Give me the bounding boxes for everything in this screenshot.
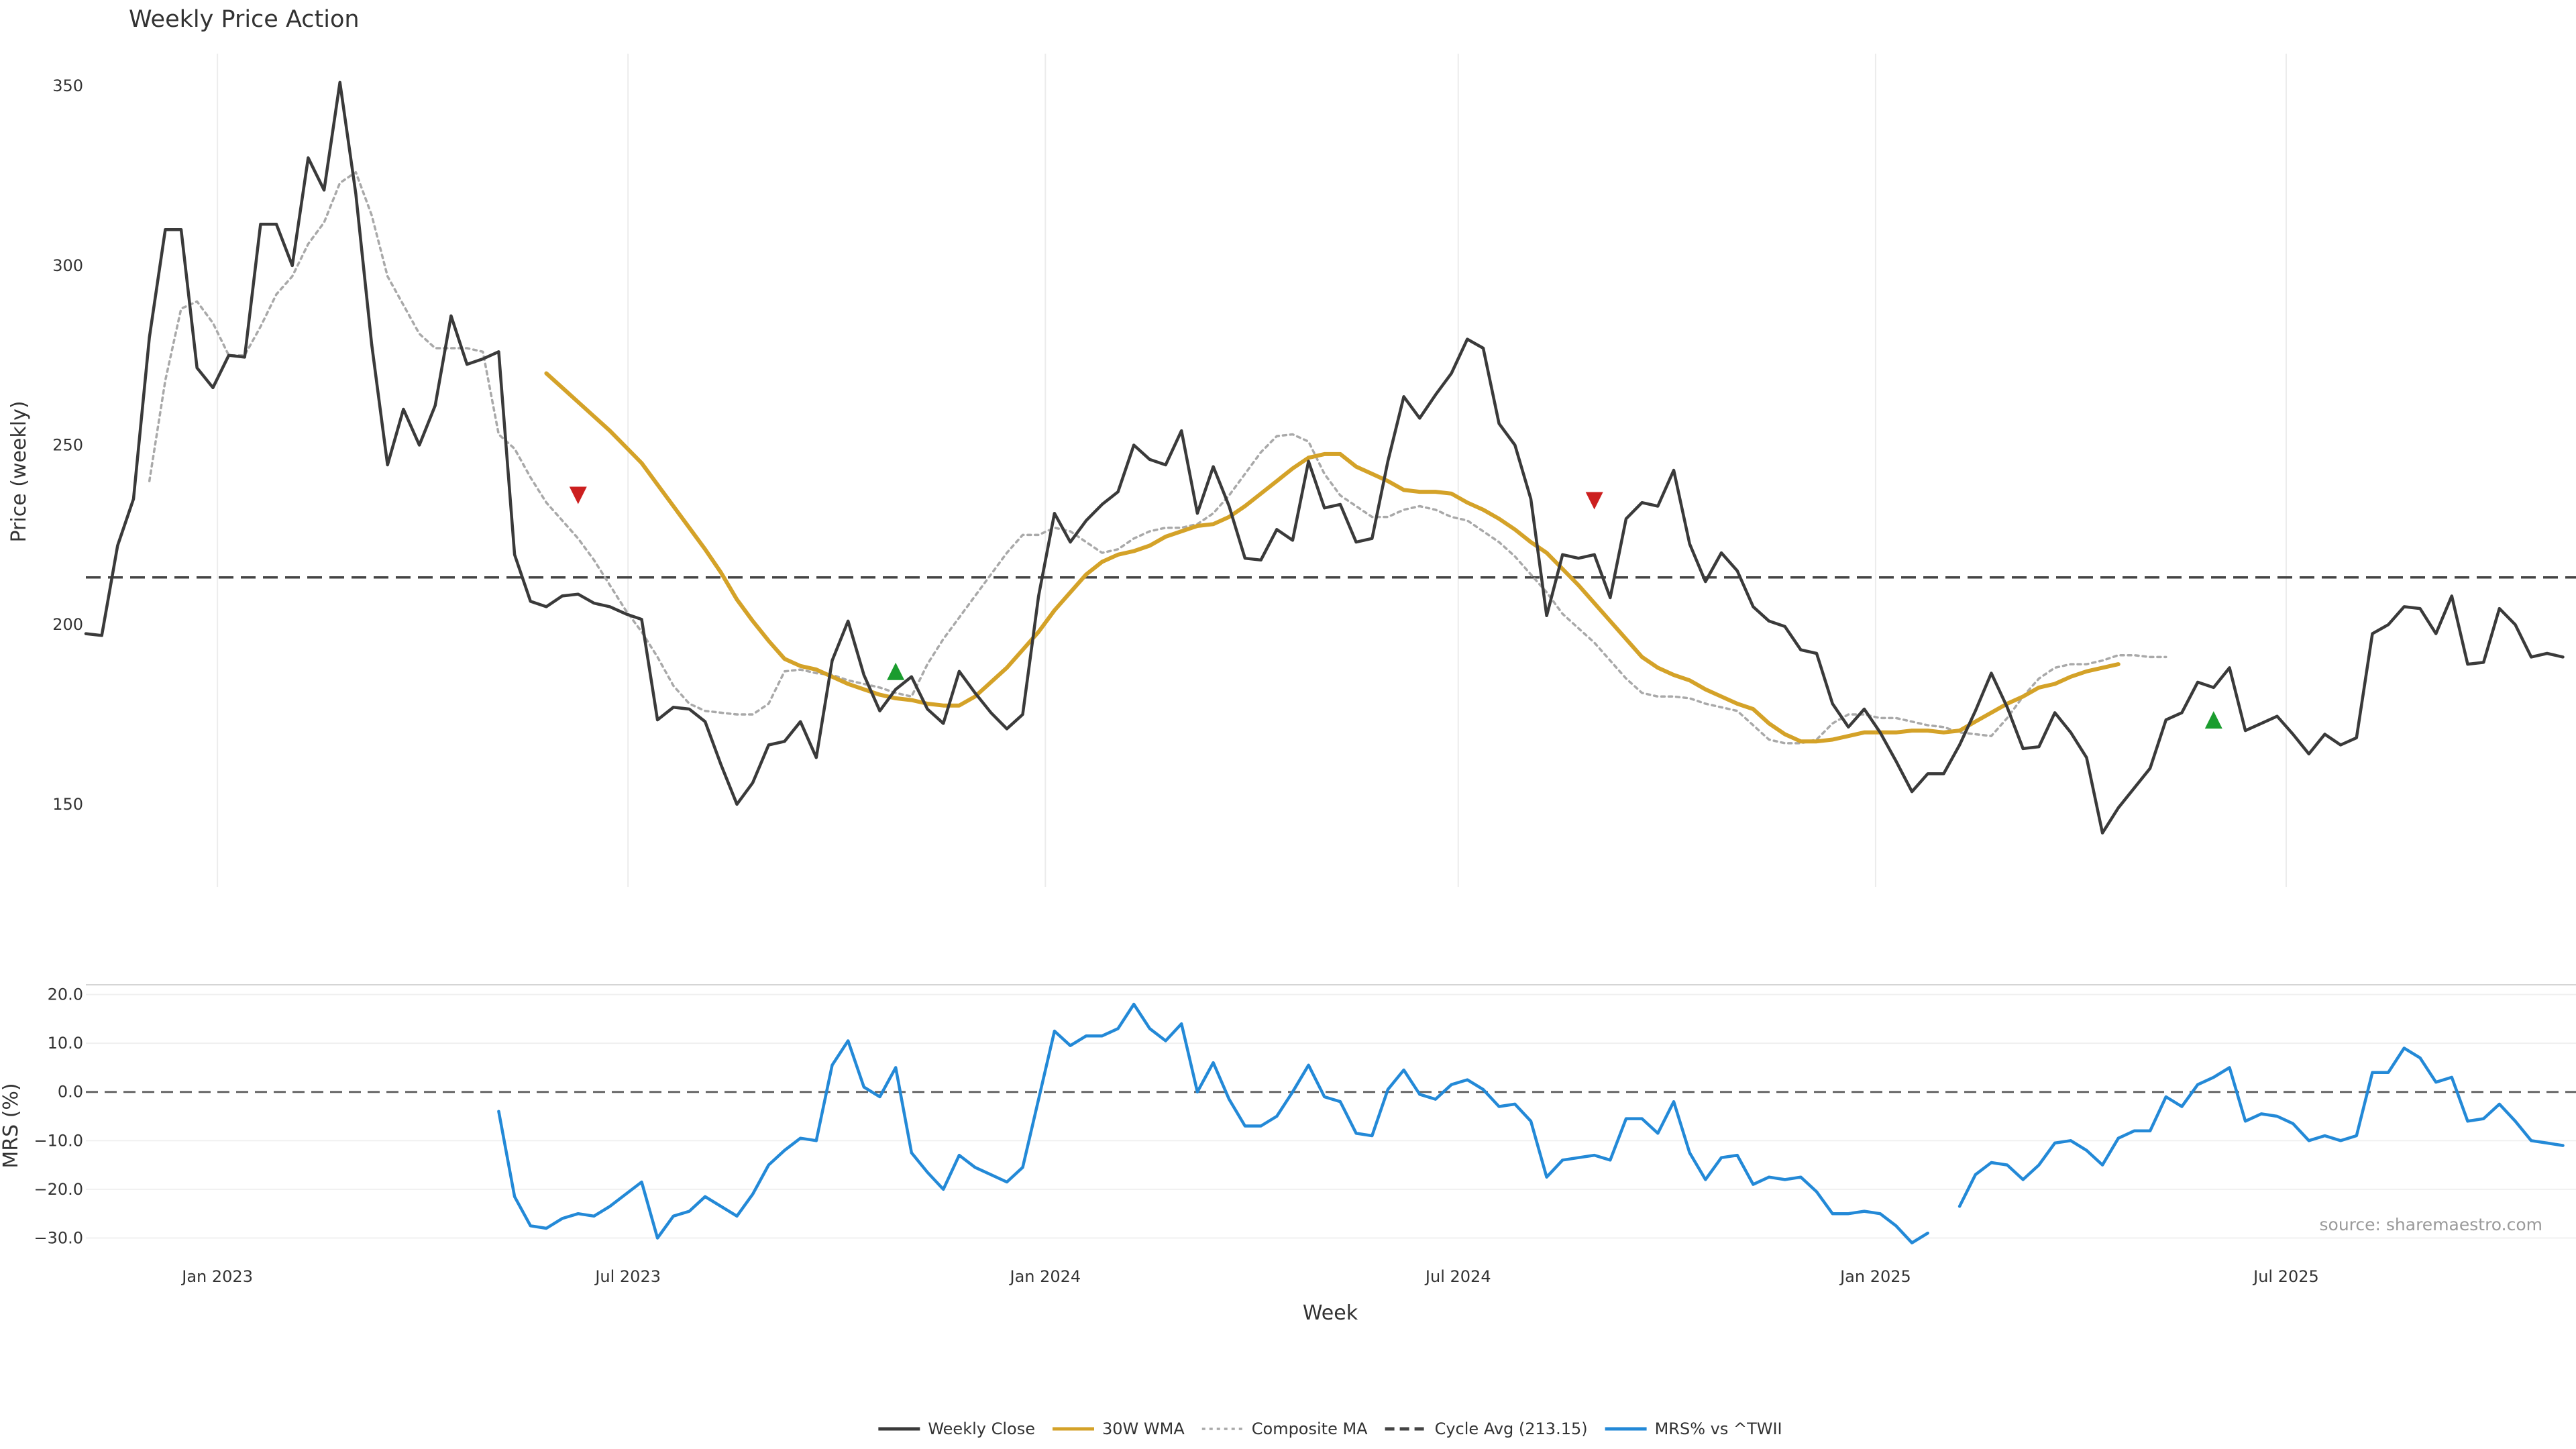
buy-signal-marker (2204, 711, 2222, 729)
x-tick-label: Jul 2024 (1424, 1267, 1491, 1286)
price-y-tick-label: 300 (52, 256, 83, 275)
series-line-mrs-segment-2 (1957, 1046, 2565, 1208)
mrs-y-tick-label: 0.0 (58, 1083, 83, 1102)
x-axis-label: Week (1303, 1301, 1358, 1325)
price-y-tick-label: 350 (52, 76, 83, 95)
legend-item-composite-ma: Composite MA (1201, 1419, 1368, 1438)
x-tick-label: Jul 2023 (594, 1267, 661, 1286)
mrs-panel-series (86, 1002, 2576, 1244)
series-line-30w-wma (544, 371, 2121, 744)
sell-signal-marker (1585, 492, 1603, 510)
mrs-y-axis-ticks: 20.0 10.0 0.0 −10.0 −20.0 −30.0 (34, 985, 83, 1248)
legend-label: Weekly Close (928, 1419, 1035, 1438)
price-y-tick-label: 150 (52, 795, 83, 814)
price-panel-series (84, 80, 2576, 835)
mrs-y-tick-label: −20.0 (34, 1180, 83, 1199)
mrs-y-tick-label: −30.0 (34, 1228, 83, 1247)
source-annotation: source: sharemaestro.com (2320, 1215, 2543, 1234)
legend: Weekly Close 30W WMA Composite MA Cycle Avg… (878, 1419, 1782, 1438)
price-y-tick-label: 250 (52, 436, 83, 455)
mrs-panel-gridlines (86, 984, 2576, 1239)
mrs-y-tick-label: 10.0 (48, 1034, 83, 1053)
legend-item-weekly-close: Weekly Close (878, 1419, 1035, 1438)
x-tick-label: Jan 2024 (1008, 1267, 1081, 1286)
sell-signal-marker (569, 486, 587, 504)
price-y-axis-label: Price (weekly) (7, 400, 31, 542)
legend-label: 30W WMA (1102, 1419, 1185, 1438)
legend-item-cycle-avg-213-15: Cycle Avg (213.15) (1385, 1419, 1588, 1438)
x-tick-label: Jan 2025 (1839, 1267, 1911, 1286)
price-panel-gridlines (217, 54, 2287, 887)
legend-label: Cycle Avg (213.15) (1435, 1419, 1588, 1438)
series-line-composite-ma (148, 170, 2167, 745)
price-y-tick-label: 200 (52, 615, 83, 634)
x-axis-ticks: Jan 2023 Jul 2023 Jan 2024 Jul 2024 Jan 2025… (180, 1267, 2319, 1286)
series-line-weekly-close (84, 80, 2565, 835)
buy-signal-marker (887, 662, 905, 680)
legend-item-mrs-vs-twii: MRS% vs ^TWII (1605, 1419, 1782, 1438)
legend-label: MRS% vs ^TWII (1655, 1419, 1782, 1438)
x-tick-label: Jul 2025 (2252, 1267, 2319, 1286)
legend-item-30w-wma: 30W WMA (1052, 1419, 1185, 1438)
legend-label: Composite MA (1252, 1419, 1368, 1438)
mrs-y-tick-label: −10.0 (34, 1131, 83, 1150)
series-line-mrs-segment-1 (497, 1002, 1929, 1244)
mrs-y-axis-label: MRS (%) (0, 1083, 23, 1168)
price-y-axis-ticks: 150 200 250 300 350 (52, 76, 83, 814)
x-tick-label: Jan 2023 (180, 1267, 253, 1286)
signal-markers (569, 486, 2222, 729)
chart-title: Weekly Price Action (129, 6, 360, 33)
mrs-y-tick-label: 20.0 (48, 985, 83, 1004)
